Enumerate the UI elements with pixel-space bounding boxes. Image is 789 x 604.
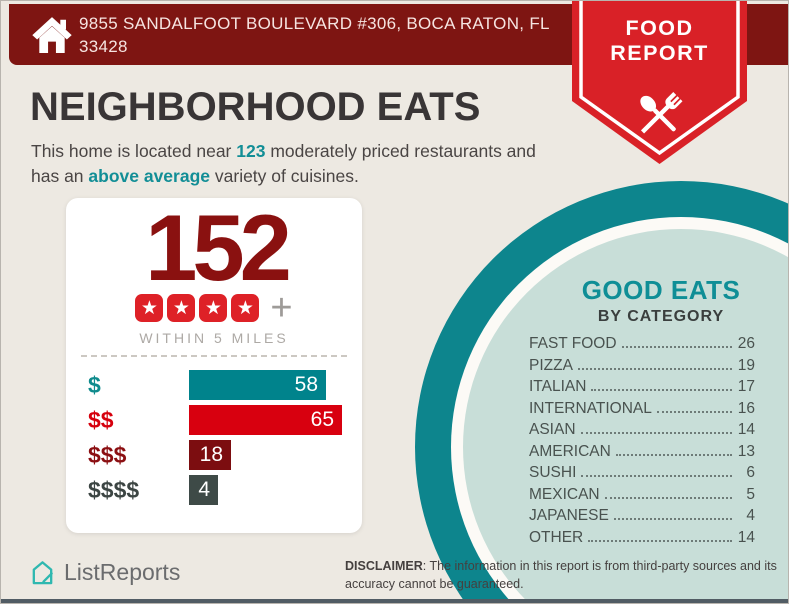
price-tier-value: 18: [199, 443, 223, 466]
variety-highlight: above average: [88, 165, 211, 186]
badge-line2: REPORT: [610, 41, 709, 65]
plus-sign: +: [270, 287, 293, 329]
price-tier-label: $: [88, 371, 101, 398]
badge-line1: FOOD: [625, 16, 694, 40]
restaurant-summary-card: 152 ★ ★ ★ ★ + WITHIN 5 MILES $58 $$ 65 $$$ 18 $$$…: [66, 198, 362, 533]
category-row: JAPANESE 4: [529, 507, 755, 529]
category-label: INTERNATIONAL: [529, 399, 652, 417]
star-icon: ★: [167, 294, 196, 322]
good-eats-subtitle: BY CATEGORY: [597, 308, 725, 325]
price-tier-bar: 18: [189, 440, 231, 470]
dotted-leader: [613, 518, 732, 520]
intro-segment: This home is located near: [31, 141, 237, 161]
page-title: NEIGHBORHOOD EATS: [30, 85, 481, 129]
star-icon: ★: [199, 294, 228, 322]
category-value: 4: [746, 507, 755, 524]
dashed-divider: [81, 355, 347, 357]
category-row: ITALIAN 17: [529, 378, 755, 400]
brand-name: ListReports: [64, 559, 181, 585]
address-line1: 9855 SANDALFOOT BOULEVARD #306, BOCA RAT…: [79, 14, 550, 33]
intro-segment: variety of cuisines.: [210, 165, 359, 186]
intro-segment: moderately priced restaurants and: [265, 141, 536, 161]
disclaimer-line2: accuracy cannot be guaranteed.: [345, 577, 524, 592]
disclaimer-label: DISCLAIMER: [345, 559, 423, 573]
price-bar-chart: $58 $$ 65 $$$ 18 $$$$ 4: [66, 370, 362, 505]
category-row: ASIAN 14: [529, 421, 755, 443]
price-tier-label: $$: [88, 406, 114, 433]
price-tier-value: 58: [294, 373, 318, 396]
category-value: 6: [746, 464, 755, 481]
category-label: ITALIAN: [529, 378, 587, 395]
listreports-logo: ListReports: [29, 559, 180, 586]
price-tier-value: 4: [198, 478, 210, 501]
star-icon: ★: [135, 294, 164, 322]
intro-text: This home is located near 123 moderately…: [31, 139, 591, 189]
dotted-leader: [577, 367, 732, 370]
category-row: OTHER 14: [529, 529, 755, 551]
star-icon: ★: [231, 294, 260, 322]
badge-ribbon: [572, 1, 747, 164]
restaurant-count: 123: [236, 141, 266, 161]
category-label: JAPANESE: [529, 507, 609, 524]
good-eats-title: GOOD EATS: [581, 275, 741, 305]
price-tier-label: $$$: [88, 441, 127, 468]
category-row: AMERICAN 13: [529, 443, 755, 465]
star-rating: ★ ★ ★ ★ +: [66, 287, 362, 329]
listreports-house-icon: [32, 561, 53, 585]
price-tier-value: 65: [310, 408, 334, 431]
spoon-fork-icon: [640, 92, 683, 134]
price-tier-bar: 4: [189, 475, 218, 505]
category-label: OTHER: [529, 528, 584, 546]
food-report-badge: FOOD REPORT: [572, 1, 747, 171]
bottom-accent-bar: [1, 599, 788, 603]
disclaimer-line1: : The information in this report is from…: [422, 559, 777, 573]
category-value: 14: [737, 528, 755, 546]
category-value: 26: [737, 335, 755, 352]
intro-segment: has an: [31, 165, 89, 186]
dotted-leader: [656, 410, 732, 413]
dotted-leader: [621, 346, 732, 348]
category-label: SUSHI: [529, 464, 577, 481]
address-line2: 33428: [79, 36, 128, 56]
price-tier-bar: 65: [189, 405, 342, 435]
category-row: PIZZA 19: [529, 357, 755, 379]
category-value: 16: [737, 399, 755, 417]
category-value: 17: [737, 378, 755, 395]
dotted-leader: [588, 539, 732, 542]
category-value: 13: [737, 442, 755, 460]
price-tier-row: $58: [66, 370, 362, 400]
category-label: PIZZA: [529, 356, 573, 374]
price-tier-label: $$$$: [88, 476, 140, 503]
category-row: INTERNATIONAL 16: [529, 400, 755, 422]
dotted-leader: [580, 432, 732, 434]
price-tier-row: $$$$ 4: [66, 475, 362, 505]
category-row: MEXICAN 5: [529, 486, 755, 508]
category-value: 19: [737, 356, 755, 374]
category-row: SUSHI 6: [529, 464, 755, 486]
category-label: AMERICAN: [529, 442, 611, 460]
dotted-leader: [591, 389, 732, 391]
total-restaurant-count: 152: [145, 195, 292, 300]
property-address: 9855 SANDALFOOT BOULEVARD #306, BOCA RAT…: [79, 13, 579, 59]
category-label: FAST FOOD: [529, 335, 617, 352]
price-tier-row: $$$ 18: [66, 440, 362, 470]
dotted-leader: [615, 453, 732, 456]
category-label: MEXICAN: [529, 485, 600, 503]
good-eats-header: GOOD EATS BY CATEGORY: [541, 275, 781, 326]
dotted-leader: [604, 496, 732, 499]
price-tier-bar: 58: [189, 370, 326, 400]
dotted-leader: [581, 475, 732, 477]
disclaimer: DISCLAIMER: The information in this repo…: [345, 557, 788, 593]
price-tier-row: $$ 65: [66, 405, 362, 435]
home-icon: [32, 17, 72, 53]
category-list: FAST FOOD 26 PIZZA 19 ITALIAN 17 INTERNATIONAL…: [529, 335, 755, 550]
category-label: ASIAN: [529, 421, 576, 438]
category-value: 5: [746, 485, 755, 503]
category-value: 14: [737, 421, 755, 438]
category-row: FAST FOOD 26: [529, 335, 755, 357]
radius-label: WITHIN 5 MILES: [139, 330, 289, 346]
